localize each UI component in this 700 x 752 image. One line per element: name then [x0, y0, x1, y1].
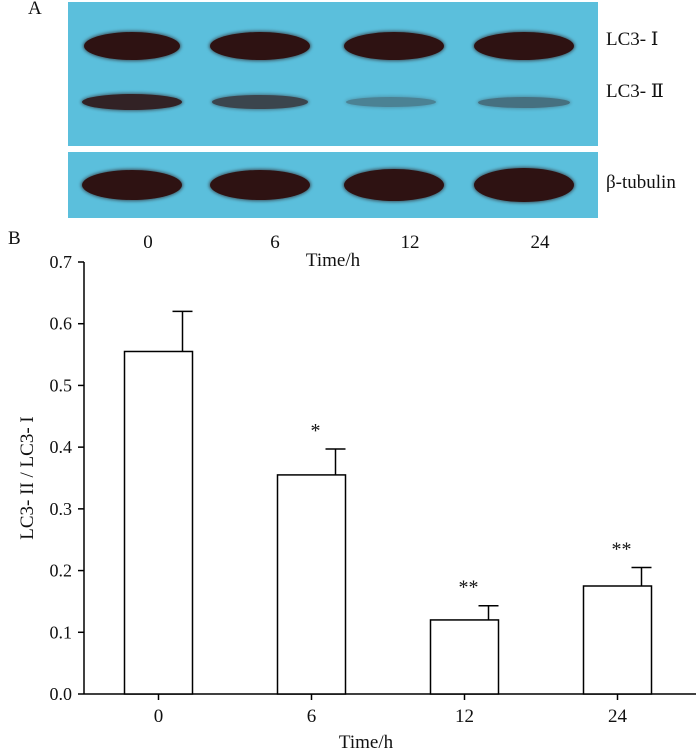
- band-tubulin-lane-24: [474, 168, 574, 202]
- x-tick-label-0: 0: [154, 706, 164, 727]
- lane-label-12: 12: [400, 232, 420, 253]
- band-lc3-i-lane-0: [84, 32, 180, 60]
- x-tick-label-6: 6: [307, 706, 317, 727]
- y-tick-label: 0.0: [50, 684, 73, 704]
- y-tick-label: 0.5: [50, 375, 73, 395]
- blot-x-axis-label: Time/h: [305, 250, 361, 271]
- band-lc3-ii-lane-0: [82, 94, 182, 110]
- panel-label-b: B: [8, 228, 21, 249]
- y-axis-label: LC3- II / LC3- I: [17, 416, 38, 539]
- band-tubulin-lane-12: [344, 169, 444, 201]
- y-tick-label: 0.4: [50, 437, 73, 457]
- band-lc3-i-lane-12: [344, 32, 444, 60]
- band-tubulin-lane-6: [210, 170, 310, 200]
- significance-6: *: [311, 420, 321, 442]
- band-lc3-i-lane-24: [474, 32, 574, 60]
- band-tubulin-lane-0: [82, 170, 182, 200]
- lane-label-6: 6: [270, 232, 280, 253]
- y-tick-label: 0.2: [50, 561, 73, 581]
- bar-0: [123, 350, 194, 695]
- lane-label-24: 24: [530, 232, 550, 253]
- y-tick-label: 0.3: [50, 499, 73, 519]
- band-lc3-ii-lane-24: [478, 97, 570, 108]
- band-lc3-i-lane-6: [210, 32, 310, 60]
- y-tick-label: 0.6: [50, 314, 73, 334]
- bar-24: [582, 585, 653, 695]
- y-tick-label: 0.7: [50, 252, 73, 272]
- western-blot-tubulin: [68, 152, 598, 218]
- label-lc3-ii: LC3- Ⅱ: [606, 81, 664, 102]
- bar-6: [276, 474, 347, 695]
- bar-12: [429, 619, 500, 695]
- label-lc3-i: LC3- Ⅰ: [606, 29, 659, 50]
- western-blot-lc3: [68, 2, 598, 146]
- band-lc3-ii-lane-6: [212, 95, 308, 109]
- label-beta-tubulin: β-tubulin: [606, 172, 676, 193]
- band-lc3-ii-lane-12: [346, 97, 436, 107]
- x-tick-label-24: 24: [608, 706, 628, 727]
- panel-label-a: A: [28, 0, 42, 19]
- x-tick-label-12: 12: [455, 706, 474, 727]
- y-tick-label: 0.1: [50, 622, 73, 642]
- significance-12: **: [459, 577, 479, 599]
- significance-24: **: [612, 538, 632, 560]
- x-axis-label: Time/h: [339, 732, 394, 752]
- lane-label-0: 0: [143, 232, 153, 253]
